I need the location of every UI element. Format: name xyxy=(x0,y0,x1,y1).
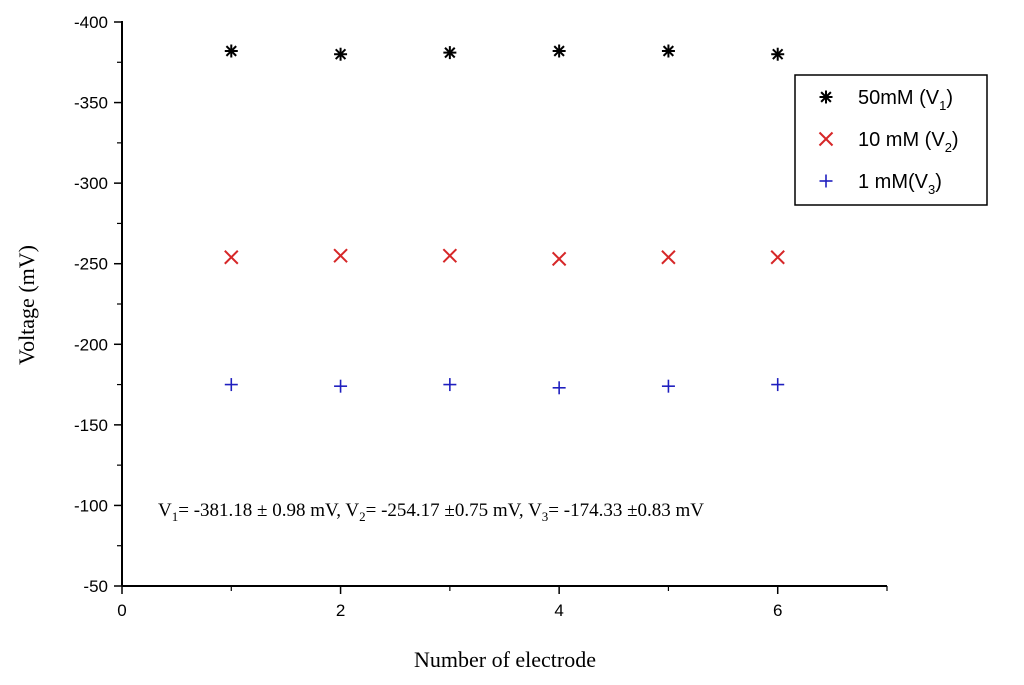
legend-marker-series-2 xyxy=(818,131,834,147)
x-tick-label: 2 xyxy=(336,601,345,620)
data-point-series-2 xyxy=(442,248,458,263)
y-tick-label: -250 xyxy=(74,255,108,274)
data-point-series-1 xyxy=(552,44,566,58)
legend-marker-series-1 xyxy=(819,90,833,104)
data-point-series-3 xyxy=(771,378,785,392)
legend-label-series-3: 1 mM(V3) xyxy=(858,171,942,197)
data-point-series-3 xyxy=(334,379,348,393)
data-point-series-1 xyxy=(771,47,785,61)
x-tick-label: 4 xyxy=(554,601,563,620)
data-point-series-2 xyxy=(224,250,239,265)
y-tick-label: -300 xyxy=(74,174,108,193)
statistics-annotation: V1= -381.18 ± 0.98 mV, V2= -254.17 ±0.75… xyxy=(158,500,704,524)
data-point-series-1 xyxy=(224,44,238,58)
data-point-series-2 xyxy=(770,250,785,265)
data-point-series-3 xyxy=(552,381,566,395)
data-markers xyxy=(224,44,785,395)
tick-labels: -400 -350 -300 -250 -200 -150 -100 -50 0 2 4 6 xyxy=(74,13,782,620)
data-point-series-2 xyxy=(661,250,676,265)
data-point-series-2 xyxy=(333,248,348,263)
legend-marker-series-3 xyxy=(819,174,833,188)
data-point-series-3 xyxy=(661,379,675,393)
legend-label-series-1: 50mM (V1) xyxy=(858,87,953,113)
y-tick-label: -350 xyxy=(74,94,108,113)
y-tick-label: -100 xyxy=(74,496,108,515)
ticks xyxy=(114,21,888,594)
data-point-series-3 xyxy=(443,378,457,392)
y-tick-label: -200 xyxy=(74,335,108,354)
y-tick-label: -400 xyxy=(74,13,108,32)
y-tick-label: -50 xyxy=(83,577,108,596)
data-point-series-1 xyxy=(661,44,675,58)
x-tick-label: 0 xyxy=(117,601,126,620)
legend: 50mM (V1) 10 mM (V2) 1 mM(V3) xyxy=(794,74,988,206)
x-tick-label: 6 xyxy=(773,601,782,620)
y-axis-title: Voltage (mV) xyxy=(14,245,39,365)
legend-label-series-2: 10 mM (V2) xyxy=(858,129,959,155)
data-point-series-1 xyxy=(443,46,457,60)
x-axis-title: Number of electrode xyxy=(414,647,596,672)
data-point-series-3 xyxy=(224,378,238,392)
data-point-series-1 xyxy=(334,47,348,61)
y-tick-label: -150 xyxy=(74,416,108,435)
data-point-series-2 xyxy=(551,251,567,267)
